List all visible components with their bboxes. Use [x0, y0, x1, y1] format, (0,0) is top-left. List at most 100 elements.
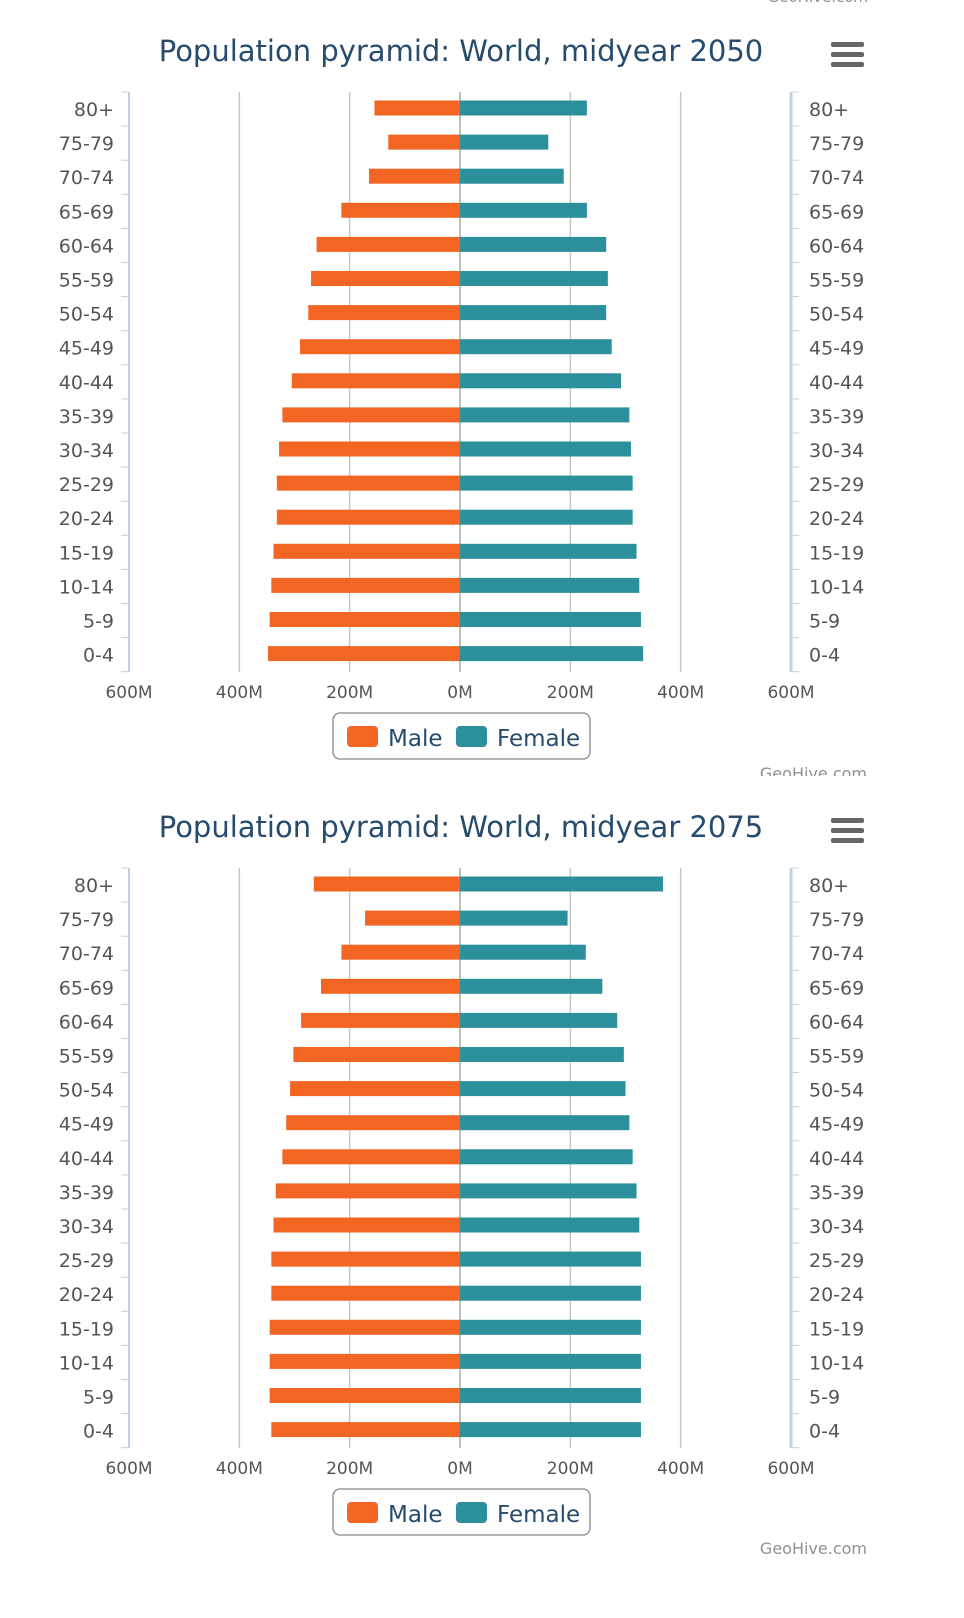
axes: [121, 91, 799, 673]
bar-male[interactable]: [271, 1285, 460, 1301]
category-label-left: 5-9: [83, 611, 114, 633]
menu-icon[interactable]: [831, 818, 864, 843]
bar-male[interactable]: [308, 305, 460, 321]
bar-female[interactable]: [460, 1183, 637, 1199]
legend-item-female[interactable]: Female: [456, 726, 580, 752]
bar-female[interactable]: [460, 1149, 633, 1165]
bar-male[interactable]: [293, 1047, 460, 1062]
bar-female[interactable]: [460, 373, 622, 389]
bar-male[interactable]: [316, 236, 460, 252]
bar-male[interactable]: [279, 441, 460, 457]
menu-icon[interactable]: [831, 42, 864, 67]
bar-female[interactable]: [460, 1285, 641, 1301]
bar-male[interactable]: [268, 646, 460, 662]
bar-male[interactable]: [374, 100, 460, 116]
bar-female[interactable]: [460, 134, 549, 150]
bar-male[interactable]: [271, 577, 460, 593]
bar-female[interactable]: [460, 944, 586, 960]
bar-female[interactable]: [460, 1422, 641, 1438]
bar-female[interactable]: [460, 168, 564, 184]
bar-male[interactable]: [269, 612, 460, 627]
bar-male[interactable]: [365, 910, 460, 926]
legend-item-female[interactable]: Female: [456, 1502, 580, 1528]
bar-female[interactable]: [460, 100, 587, 116]
bar-female[interactable]: [460, 1081, 626, 1097]
category-label-right: 55-59: [809, 1046, 864, 1068]
credits[interactable]: GeoHive.com: [760, 1539, 867, 1558]
bar-female[interactable]: [460, 441, 632, 457]
bar-male[interactable]: [341, 202, 460, 218]
bar-female[interactable]: [460, 407, 630, 423]
bar-male[interactable]: [271, 1251, 460, 1267]
bar-male[interactable]: [282, 407, 460, 423]
bar-female[interactable]: [460, 1115, 630, 1131]
bar-male[interactable]: [269, 1353, 460, 1369]
bar-male[interactable]: [273, 543, 460, 559]
bar-male[interactable]: [313, 876, 460, 892]
bar-female[interactable]: [460, 1388, 641, 1403]
bar-female[interactable]: [460, 305, 607, 321]
category-label-left: 30-34: [59, 1216, 114, 1238]
bar-female[interactable]: [460, 978, 603, 994]
bar-female[interactable]: [460, 475, 633, 491]
category-label-left: 55-59: [59, 270, 114, 292]
credits[interactable]: GeoHive.com: [760, 764, 867, 776]
credits-top[interactable]: GeoHive.com: [768, 0, 868, 6]
bar-male[interactable]: [320, 978, 460, 994]
category-label-right: 40-44: [809, 372, 864, 394]
category-label-left: 45-49: [59, 338, 114, 360]
category-label-left: 40-44: [59, 1148, 114, 1170]
bar-male[interactable]: [368, 168, 460, 184]
bar-male[interactable]: [269, 1388, 460, 1403]
bar-female[interactable]: [460, 577, 640, 593]
category-label-left: 20-24: [59, 1284, 114, 1306]
bar-male[interactable]: [300, 339, 460, 355]
bar-female[interactable]: [460, 1251, 641, 1267]
category-label-right: 20-24: [809, 1284, 864, 1306]
bar-female[interactable]: [460, 876, 664, 892]
legend-item-male[interactable]: Male: [347, 1502, 442, 1528]
legend-item-male[interactable]: Male: [347, 726, 442, 752]
bar-male[interactable]: [271, 1422, 460, 1438]
x-tick-label: 200M: [326, 1459, 373, 1479]
bar-male[interactable]: [286, 1115, 460, 1131]
bar-female[interactable]: [460, 646, 644, 662]
category-label-left: 10-14: [59, 1352, 114, 1374]
bar-female[interactable]: [460, 1047, 624, 1062]
bar-male[interactable]: [291, 373, 460, 389]
bar-female[interactable]: [460, 339, 612, 355]
bar-female[interactable]: [460, 1319, 641, 1335]
bar-female[interactable]: [460, 509, 633, 525]
bar-male[interactable]: [341, 944, 460, 960]
category-label-right: 35-39: [809, 406, 864, 428]
bar-male[interactable]: [311, 271, 460, 286]
bar-female[interactable]: [460, 612, 641, 627]
x-tick-label: 600M: [105, 683, 152, 703]
category-label-left: 35-39: [59, 1182, 114, 1204]
bar-male[interactable]: [273, 1217, 460, 1233]
bar-male[interactable]: [276, 475, 460, 491]
category-label-right: 40-44: [809, 1148, 864, 1170]
bar-male[interactable]: [282, 1149, 460, 1165]
category-label-left: 40-44: [59, 372, 114, 394]
x-tick-label: 400M: [216, 1459, 263, 1479]
bar-female[interactable]: [460, 1012, 618, 1028]
bar-female[interactable]: [460, 1353, 641, 1369]
x-tick-label: 400M: [216, 683, 263, 703]
bar-male[interactable]: [275, 1183, 460, 1199]
bar-female[interactable]: [460, 543, 637, 559]
bars: [268, 100, 644, 662]
bar-female[interactable]: [460, 271, 608, 286]
category-label-left: 50-54: [59, 1080, 114, 1102]
bar-male[interactable]: [269, 1319, 460, 1335]
bar-male[interactable]: [388, 134, 460, 150]
bar-female[interactable]: [460, 910, 568, 926]
bar-female[interactable]: [460, 236, 607, 252]
bar-male[interactable]: [301, 1012, 460, 1028]
category-label-left: 35-39: [59, 406, 114, 428]
bar-female[interactable]: [460, 1217, 640, 1233]
category-label-right: 50-54: [809, 1080, 864, 1102]
bar-male[interactable]: [290, 1081, 460, 1097]
bar-female[interactable]: [460, 202, 587, 218]
bar-male[interactable]: [276, 509, 460, 525]
